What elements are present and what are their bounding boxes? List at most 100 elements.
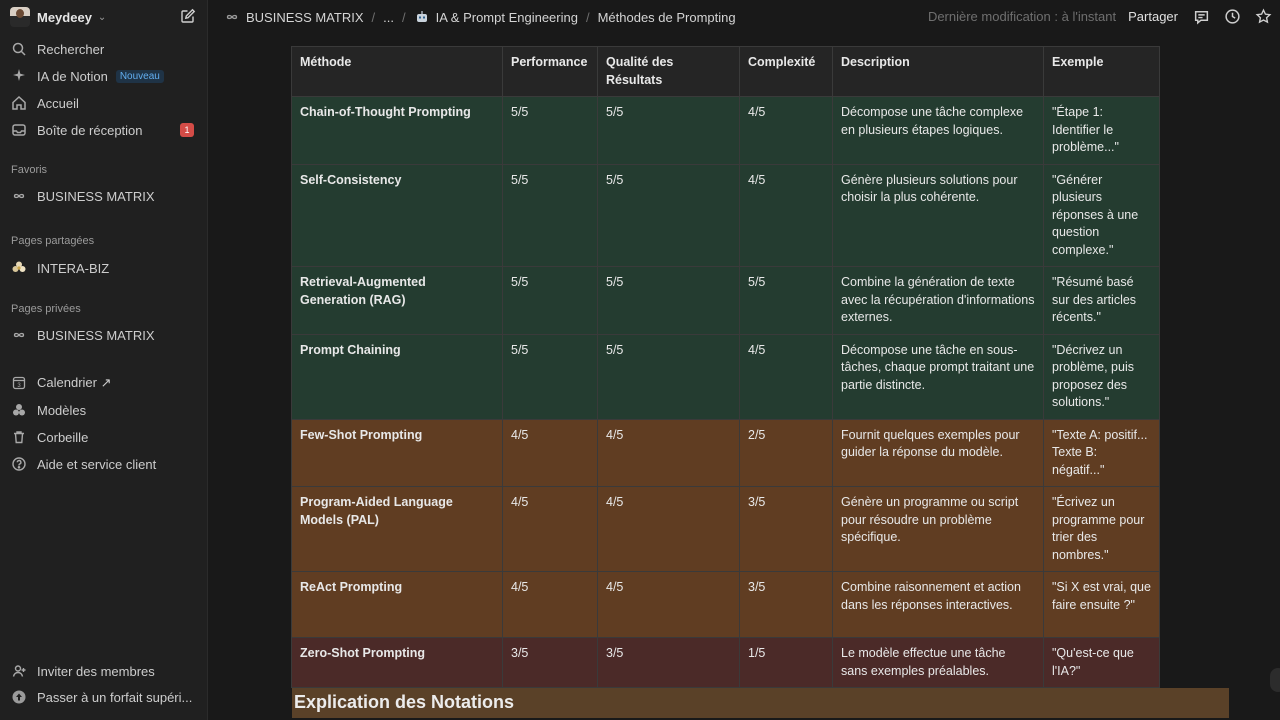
cell-example[interactable]: "Étape 1: Identifier le problème..." [1043, 96, 1160, 165]
cell-quality[interactable]: 5/5 [597, 333, 740, 420]
cell-performance[interactable]: 4/5 [502, 418, 598, 487]
cell-description[interactable]: Génère plusieurs solutions pour choisir … [832, 163, 1044, 267]
cell-example[interactable]: "Écrivez un programme pour trier des nom… [1043, 486, 1160, 572]
sidebar-item-notion-ai[interactable]: IA de Notion Nouveau [10, 64, 198, 88]
sidebar-item-business-matrix-favorite[interactable]: BUSINESS MATRIX [10, 184, 198, 208]
calendar-icon: 3 [10, 374, 28, 392]
cell-quality[interactable]: 5/5 [597, 163, 740, 267]
cell-quality[interactable]: 3/5 [597, 637, 740, 688]
infinity-icon [10, 187, 28, 205]
cell-example[interactable]: "Si X est vrai, que faire ensuite ?" [1043, 571, 1160, 638]
sidebar-item-trash[interactable]: Corbeille [10, 425, 198, 449]
sidebar-item-label: Boîte de réception [37, 122, 143, 138]
cell-method[interactable]: ReAct Prompting [291, 571, 503, 638]
cell-description[interactable]: Le modèle effectue une tâche sans exempl… [832, 637, 1044, 688]
sidebar: Meydeey ⌄ Rechercher IA de Notion Nouvea… [0, 0, 208, 720]
sidebar-item-help[interactable]: Aide et service client [10, 452, 198, 476]
sidebar-item-upgrade[interactable]: Passer à un forfait supéri... [10, 685, 198, 709]
sidebar-item-calendar[interactable]: 3 Calendrier ↗ [10, 371, 198, 395]
sidebar-item-label: Corbeille [37, 429, 89, 445]
breadcrumb-item-current-page[interactable]: Méthodes de Prompting [597, 9, 736, 25]
cell-description[interactable]: Décompose une tâche en sous-tâches, chaq… [832, 333, 1044, 420]
cell-description[interactable]: Décompose une tâche complexe en plusieur… [832, 96, 1044, 165]
cell-performance[interactable]: 3/5 [502, 637, 598, 688]
help-bubble-button[interactable] [1270, 668, 1280, 692]
infinity-icon [10, 326, 28, 344]
cell-complexity[interactable]: 3/5 [739, 571, 833, 638]
sidebar-item-templates[interactable]: Modèles [10, 398, 198, 422]
cell-method[interactable]: Self-Consistency [291, 163, 503, 267]
cell-quality[interactable]: 4/5 [597, 418, 740, 487]
cell-complexity[interactable]: 2/5 [739, 418, 833, 487]
sidebar-item-home[interactable]: Accueil [10, 91, 198, 115]
cell-complexity[interactable]: 4/5 [739, 333, 833, 420]
share-button[interactable]: Partager [1128, 8, 1178, 24]
breadcrumb-item-ia-prompt-engineering[interactable]: IA & Prompt Engineering [435, 9, 578, 25]
cell-description[interactable]: Combine la génération de texte avec la r… [832, 266, 1044, 335]
cell-performance[interactable]: 4/5 [502, 486, 598, 572]
cell-example[interactable]: "Texte A: positif... Texte B: négatif...… [1043, 418, 1160, 487]
workspace-switcher[interactable]: Meydeey ⌄ [10, 6, 200, 28]
cell-example[interactable]: "Qu'est-ce que l'IA?" [1043, 637, 1160, 688]
cell-quality[interactable]: 4/5 [597, 486, 740, 572]
sidebar-item-label: Modèles [37, 402, 87, 418]
svg-text:3: 3 [17, 383, 21, 389]
sidebar-item-intera-biz[interactable]: INTERA-BIZ [10, 256, 198, 280]
cell-description[interactable]: Combine raisonnement et action dans les … [832, 571, 1044, 638]
home-icon [10, 94, 28, 112]
section-heading-notations[interactable]: Explication des Notations [292, 688, 1229, 718]
topbar-actions: Dernière modification : à l'instant Part… [928, 7, 1272, 25]
star-icon[interactable] [1254, 7, 1272, 25]
sidebar-item-business-matrix-private[interactable]: BUSINESS MATRIX [10, 323, 198, 347]
cell-description[interactable]: Fournit quelques exemples pour guider la… [832, 418, 1044, 487]
cell-quality[interactable]: 5/5 [597, 266, 740, 335]
cell-method[interactable]: Chain-of-Thought Prompting [291, 96, 503, 165]
table-row: Program-Aided Language Models (PAL) 4/5 … [291, 486, 1160, 572]
cell-method[interactable]: Retrieval-Augmented Generation (RAG) [291, 266, 503, 335]
cell-example[interactable]: "Décrivez un problème, puis proposez des… [1043, 333, 1160, 420]
cell-performance[interactable]: 5/5 [502, 96, 598, 165]
comments-icon[interactable] [1192, 7, 1210, 25]
cell-quality[interactable]: 5/5 [597, 96, 740, 165]
breadcrumb-separator: / [401, 9, 406, 25]
history-icon[interactable] [1223, 7, 1241, 25]
sidebar-item-label: BUSINESS MATRIX [37, 188, 155, 204]
new-page-icon[interactable] [180, 8, 196, 24]
cell-complexity[interactable]: 4/5 [739, 96, 833, 165]
table-row: Self-Consistency 5/5 5/5 4/5 Génère plus… [291, 163, 1160, 267]
cell-method[interactable]: Prompt Chaining [291, 333, 503, 420]
sidebar-item-inbox[interactable]: Boîte de réception 1 [10, 118, 198, 142]
cell-method[interactable]: Zero-Shot Prompting [291, 637, 503, 688]
cell-complexity[interactable]: 5/5 [739, 266, 833, 335]
cell-quality[interactable]: 4/5 [597, 571, 740, 638]
sidebar-item-label: INTERA-BIZ [37, 260, 110, 276]
cell-complexity[interactable]: 1/5 [739, 637, 833, 688]
breadcrumb: BUSINESS MATRIX / ... / IA & Prompt Engi… [224, 9, 736, 25]
sidebar-item-label: Aide et service client [37, 456, 157, 472]
breadcrumb-item-business-matrix[interactable]: BUSINESS MATRIX [246, 9, 364, 25]
column-header-qualite[interactable]: Qualité des Résultats [597, 46, 740, 97]
sidebar-item-search[interactable]: Rechercher [10, 37, 198, 61]
breadcrumb-separator: / [371, 9, 376, 25]
sidebar-item-invite-members[interactable]: Inviter des membres [10, 659, 198, 683]
cell-example[interactable]: "Générer plusieurs réponses à une questi… [1043, 163, 1160, 267]
cell-performance[interactable]: 4/5 [502, 571, 598, 638]
cell-complexity[interactable]: 4/5 [739, 163, 833, 267]
cell-complexity[interactable]: 3/5 [739, 486, 833, 572]
cell-performance[interactable]: 5/5 [502, 163, 598, 267]
column-header-description[interactable]: Description [832, 46, 1044, 97]
inbox-icon [10, 121, 28, 139]
avatar [10, 7, 30, 27]
column-header-complexite[interactable]: Complexité [739, 46, 833, 97]
column-header-performance[interactable]: Performance [502, 46, 598, 97]
cell-performance[interactable]: 5/5 [502, 266, 598, 335]
cell-performance[interactable]: 5/5 [502, 333, 598, 420]
table-header-row: Méthode Performance Qualité des Résultat… [291, 46, 1160, 97]
column-header-exemple[interactable]: Exemple [1043, 46, 1160, 97]
cell-description[interactable]: Génère un programme ou script pour résou… [832, 486, 1044, 572]
cell-example[interactable]: "Résumé basé sur des articles récents." [1043, 266, 1160, 335]
column-header-methode[interactable]: Méthode [291, 46, 503, 97]
breadcrumb-item-ellipsis[interactable]: ... [383, 9, 394, 25]
cell-method[interactable]: Few-Shot Prompting [291, 418, 503, 487]
cell-method[interactable]: Program-Aided Language Models (PAL) [291, 486, 503, 572]
